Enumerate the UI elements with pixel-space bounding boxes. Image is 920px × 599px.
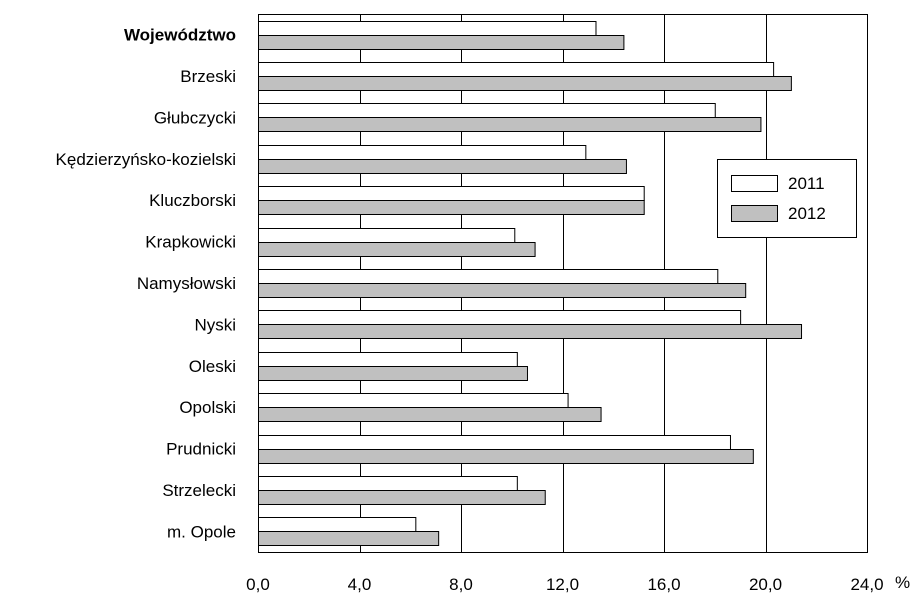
category-label-8: Oleski [189,357,236,376]
bar-2012-1 [258,76,792,91]
x-axis-ticks: 0,0 4,0 8,0 12,0 16,0 20,0 24,0 [246,575,883,594]
category-label-3: Kędzierzyńsko-kozielski [56,150,236,169]
bar-2012-5 [258,242,536,257]
bar-2012-2 [258,117,762,132]
bar-2011-7 [258,310,742,325]
category-label-4: Kluczborski [149,191,236,210]
bar-2012-4 [258,200,645,215]
category-label-2: Głubczycki [154,108,236,127]
bar-2012-7 [258,324,803,339]
category-label-5: Krapkowicki [145,233,236,252]
bar-2011-10 [258,435,731,450]
bar-2011-5 [258,228,516,243]
legend: 2011 2012 [717,159,857,238]
category-labels: Województwo Brzeski Głubczycki Kędzierzyńsk… [56,26,236,542]
x-tick-label-2: 8,0 [449,575,473,594]
category-label-12: m. Opole [167,522,236,541]
legend-label-2012: 2012 [788,204,826,223]
legend-swatch-2011 [731,175,778,192]
category-label-11: Strzelecki [162,481,236,500]
bar-2011-11 [258,476,518,491]
category-label-1: Brzeski [180,67,236,86]
bar-2012-11 [258,490,546,505]
category-label-6: Namysłowski [137,274,236,293]
x-tick-label-0: 0,0 [246,575,270,594]
bar-2012-10 [258,449,754,464]
category-label-9: Opolski [179,398,236,417]
category-label-10: Prudnicki [166,440,236,459]
bar-2012-3 [258,159,627,174]
x-tick-label-3: 12,0 [546,575,579,594]
bar-2011-1 [258,62,775,77]
x-tick-label-5: 20,0 [749,575,782,594]
category-label-7: Nyski [194,315,236,334]
bar-2012-0 [258,35,625,50]
x-tick-label-6: 24,0 [850,575,883,594]
bar-2012-8 [258,366,528,381]
x-tick-label-1: 4,0 [348,575,372,594]
bars [258,21,803,546]
bar-2012-6 [258,283,747,298]
bar-2011-4 [258,186,645,201]
bar-2011-0 [258,21,597,36]
x-axis-unit: % [895,573,910,592]
bar-2012-9 [258,407,602,422]
bar-2012-12 [258,531,440,546]
bar-2011-12 [258,517,417,532]
bar-2011-2 [258,103,716,118]
bar-2011-3 [258,145,587,160]
legend-label-2011: 2011 [788,174,825,193]
category-label-0: Województwo [124,26,236,45]
legend-swatch-2012 [731,205,778,222]
plot-area-frame [258,14,868,553]
bar-2011-8 [258,352,518,367]
bar-2011-9 [258,393,569,408]
bar-2011-6 [258,269,719,284]
x-tick-label-4: 16,0 [647,575,680,594]
legend-box [717,159,857,238]
